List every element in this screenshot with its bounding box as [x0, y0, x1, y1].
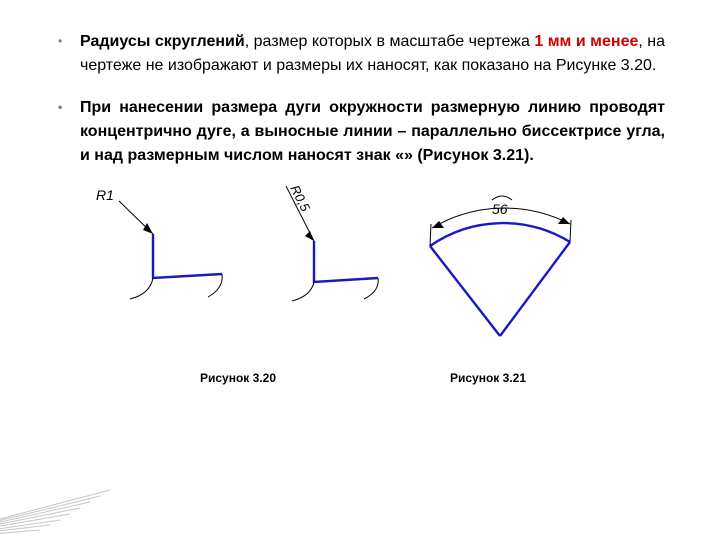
p1-bold-lead: Радиусы скруглений — [80, 33, 245, 50]
caption-3-21: Рисунок 3.21 — [450, 371, 526, 385]
label-r05: R0,5 — [287, 186, 313, 215]
p1-highlight: 1 мм и менее — [534, 33, 638, 50]
label-arc-56: 56 — [492, 201, 508, 217]
figure-r1: R1 — [90, 186, 230, 316]
figure-arc-56: 56 — [410, 186, 610, 356]
figure-r05: R0,5 — [250, 186, 390, 316]
label-r1: R1 — [96, 187, 114, 203]
caption-3-20: Рисунок 3.20 — [200, 371, 276, 385]
figures-row: R1 R0,5 — [80, 186, 665, 376]
bullet-item-1: Радиусы скруглений, размер которых в мас… — [80, 30, 665, 78]
bullet-item-2: При нанесении размера дуги окружности ра… — [80, 96, 665, 168]
bullet-list: Радиусы скруглений, размер которых в мас… — [80, 30, 665, 168]
corner-decoration — [0, 470, 110, 540]
page: Радиусы скруглений, размер которых в мас… — [0, 0, 720, 540]
p1-mid-a: , размер которых в масштабе чертежа — [245, 33, 535, 50]
